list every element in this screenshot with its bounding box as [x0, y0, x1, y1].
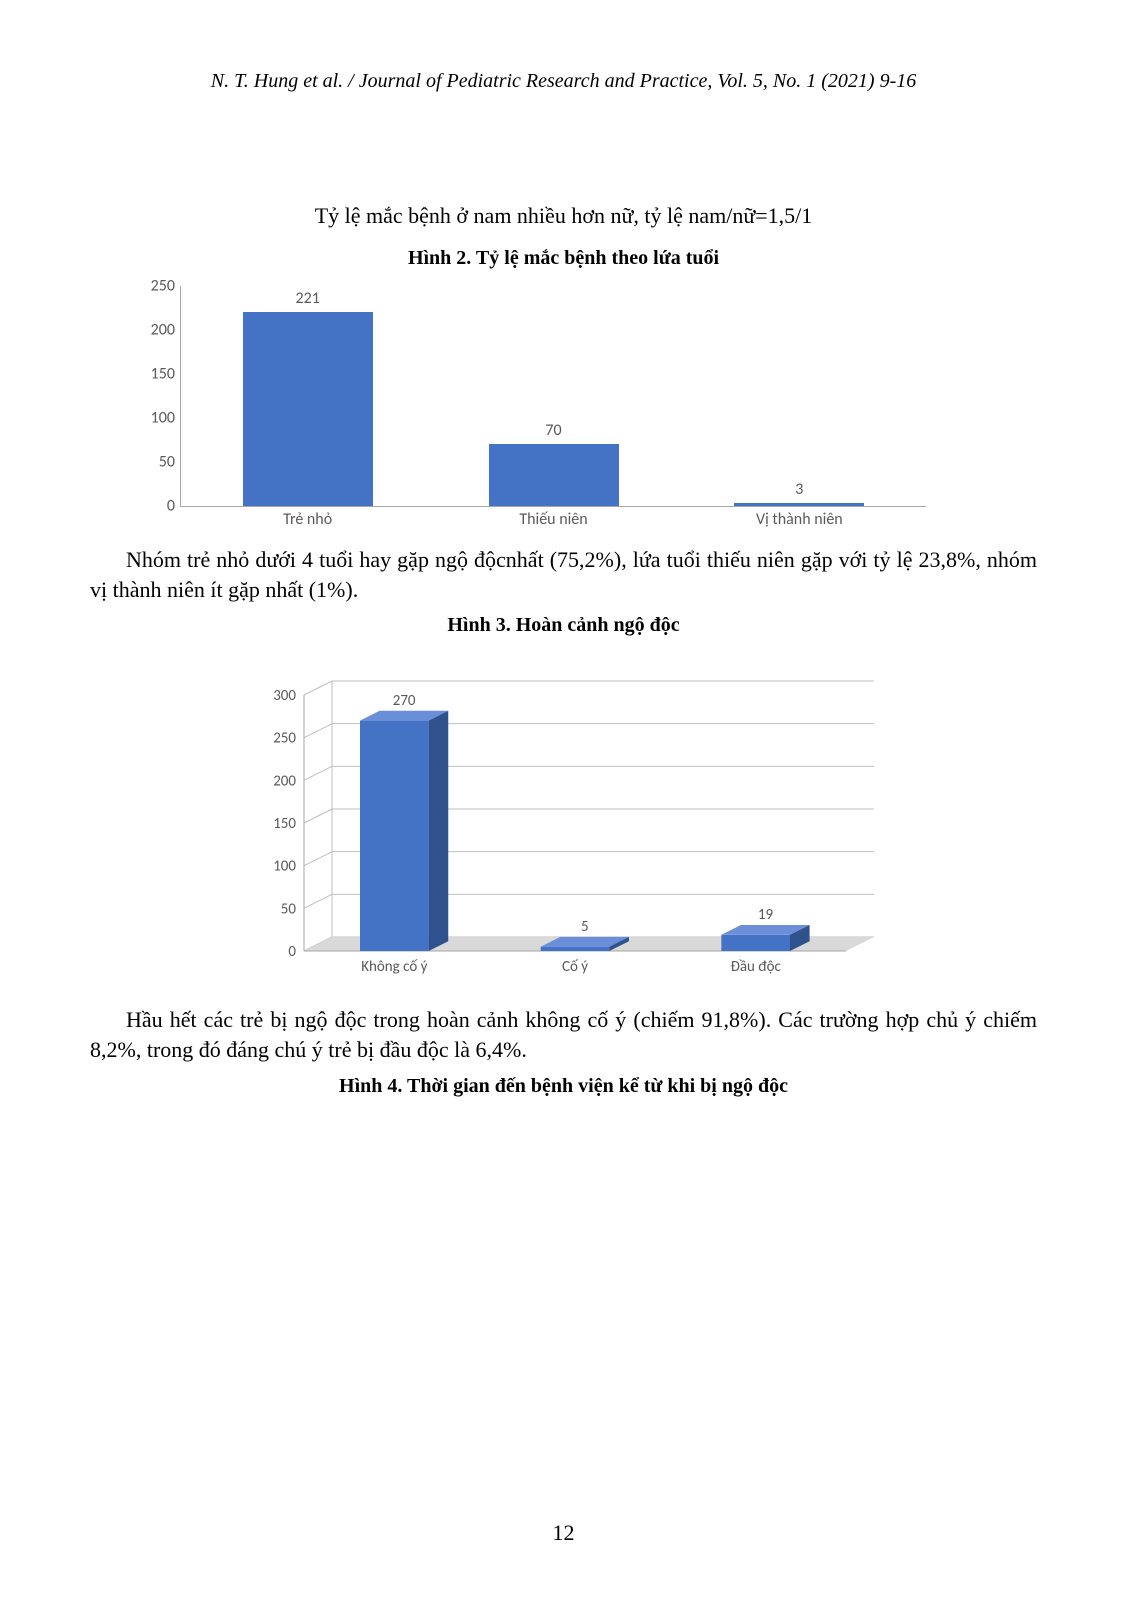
fig2-caption: Nhóm trẻ nhỏ dưới 4 tuổi hay gặp ngộ độc… [90, 545, 1037, 604]
fig3-chart-svg: 0 50 100 150 200 250 300 270 Không cố ý 5 Cố ý 19 Đầ… [234, 651, 894, 991]
svg-text:200: 200 [273, 773, 296, 791]
chart1-bar-value: 221 [295, 289, 319, 308]
chart1-ytick: 0 [167, 497, 175, 516]
intro-line: Tỷ lệ mắc bệnh ở nam nhiều hơn nữ, tỷ lệ… [90, 203, 1037, 229]
fig2-chart: 0 50 100 150 200 250 221 Trẻ nhỏ 70 Thiếu niên 3 Vị… [120, 276, 1037, 531]
fig3-title: Hình 3. Hoàn cảnh ngộ độc [90, 614, 1037, 637]
svg-text:270: 270 [392, 692, 415, 710]
chart1-bar: 3 [734, 503, 864, 506]
fig3-caption: Hầu hết các trẻ bị ngộ độc trong hoàn cả… [90, 1005, 1037, 1064]
chart1-ytick: 250 [151, 277, 175, 296]
chart1-category-label: Thiếu niên [519, 510, 587, 529]
chart1-bar: 221 [243, 312, 373, 506]
chart1-category-label: Vị thành niên [756, 510, 843, 529]
chart1-bar-value: 3 [795, 480, 803, 499]
svg-text:50: 50 [280, 901, 296, 919]
fig2-caption-text: Nhóm trẻ nhỏ dưới 4 tuổi hay gặp ngộ độc… [90, 547, 1037, 602]
svg-text:300: 300 [273, 687, 296, 705]
page: N. T. Hung et al. / Journal of Pediatric… [0, 0, 1127, 1602]
svg-text:19: 19 [757, 906, 773, 924]
running-head: N. T. Hung et al. / Journal of Pediatric… [90, 70, 1037, 93]
svg-text:5: 5 [580, 918, 588, 936]
chart1-ytick: 50 [159, 453, 175, 472]
fig3-caption-text: Hầu hết các trẻ bị ngộ độc trong hoàn cả… [90, 1007, 1037, 1062]
chart1-ytick: 100 [151, 409, 175, 428]
svg-text:Không cố ý: Không cố ý [361, 958, 427, 976]
chart1-ytick: 200 [151, 321, 175, 340]
svg-text:100: 100 [273, 858, 296, 876]
page-number: 12 [0, 1520, 1127, 1546]
chart1-bar: 70 [489, 444, 619, 506]
chart1-bar-value: 70 [545, 421, 561, 440]
fig2-title: Hình 2. Tỷ lệ mắc bệnh theo lứa tuổi [90, 247, 1037, 270]
chart1-ytick: 150 [151, 365, 175, 384]
fig4-title: Hình 4. Thời gian đến bệnh viện kể từ kh… [90, 1075, 1037, 1098]
svg-text:150: 150 [273, 815, 296, 833]
svg-text:Cố ý: Cố ý [561, 958, 587, 976]
fig3-chart: 0 50 100 150 200 250 300 270 Không cố ý 5 Cố ý 19 Đầ… [234, 651, 894, 991]
svg-text:0: 0 [288, 943, 296, 961]
svg-text:250: 250 [273, 730, 296, 748]
chart1-category-label: Trẻ nhỏ [283, 510, 332, 529]
svg-text:Đầu độc: Đầu độc [730, 958, 781, 976]
